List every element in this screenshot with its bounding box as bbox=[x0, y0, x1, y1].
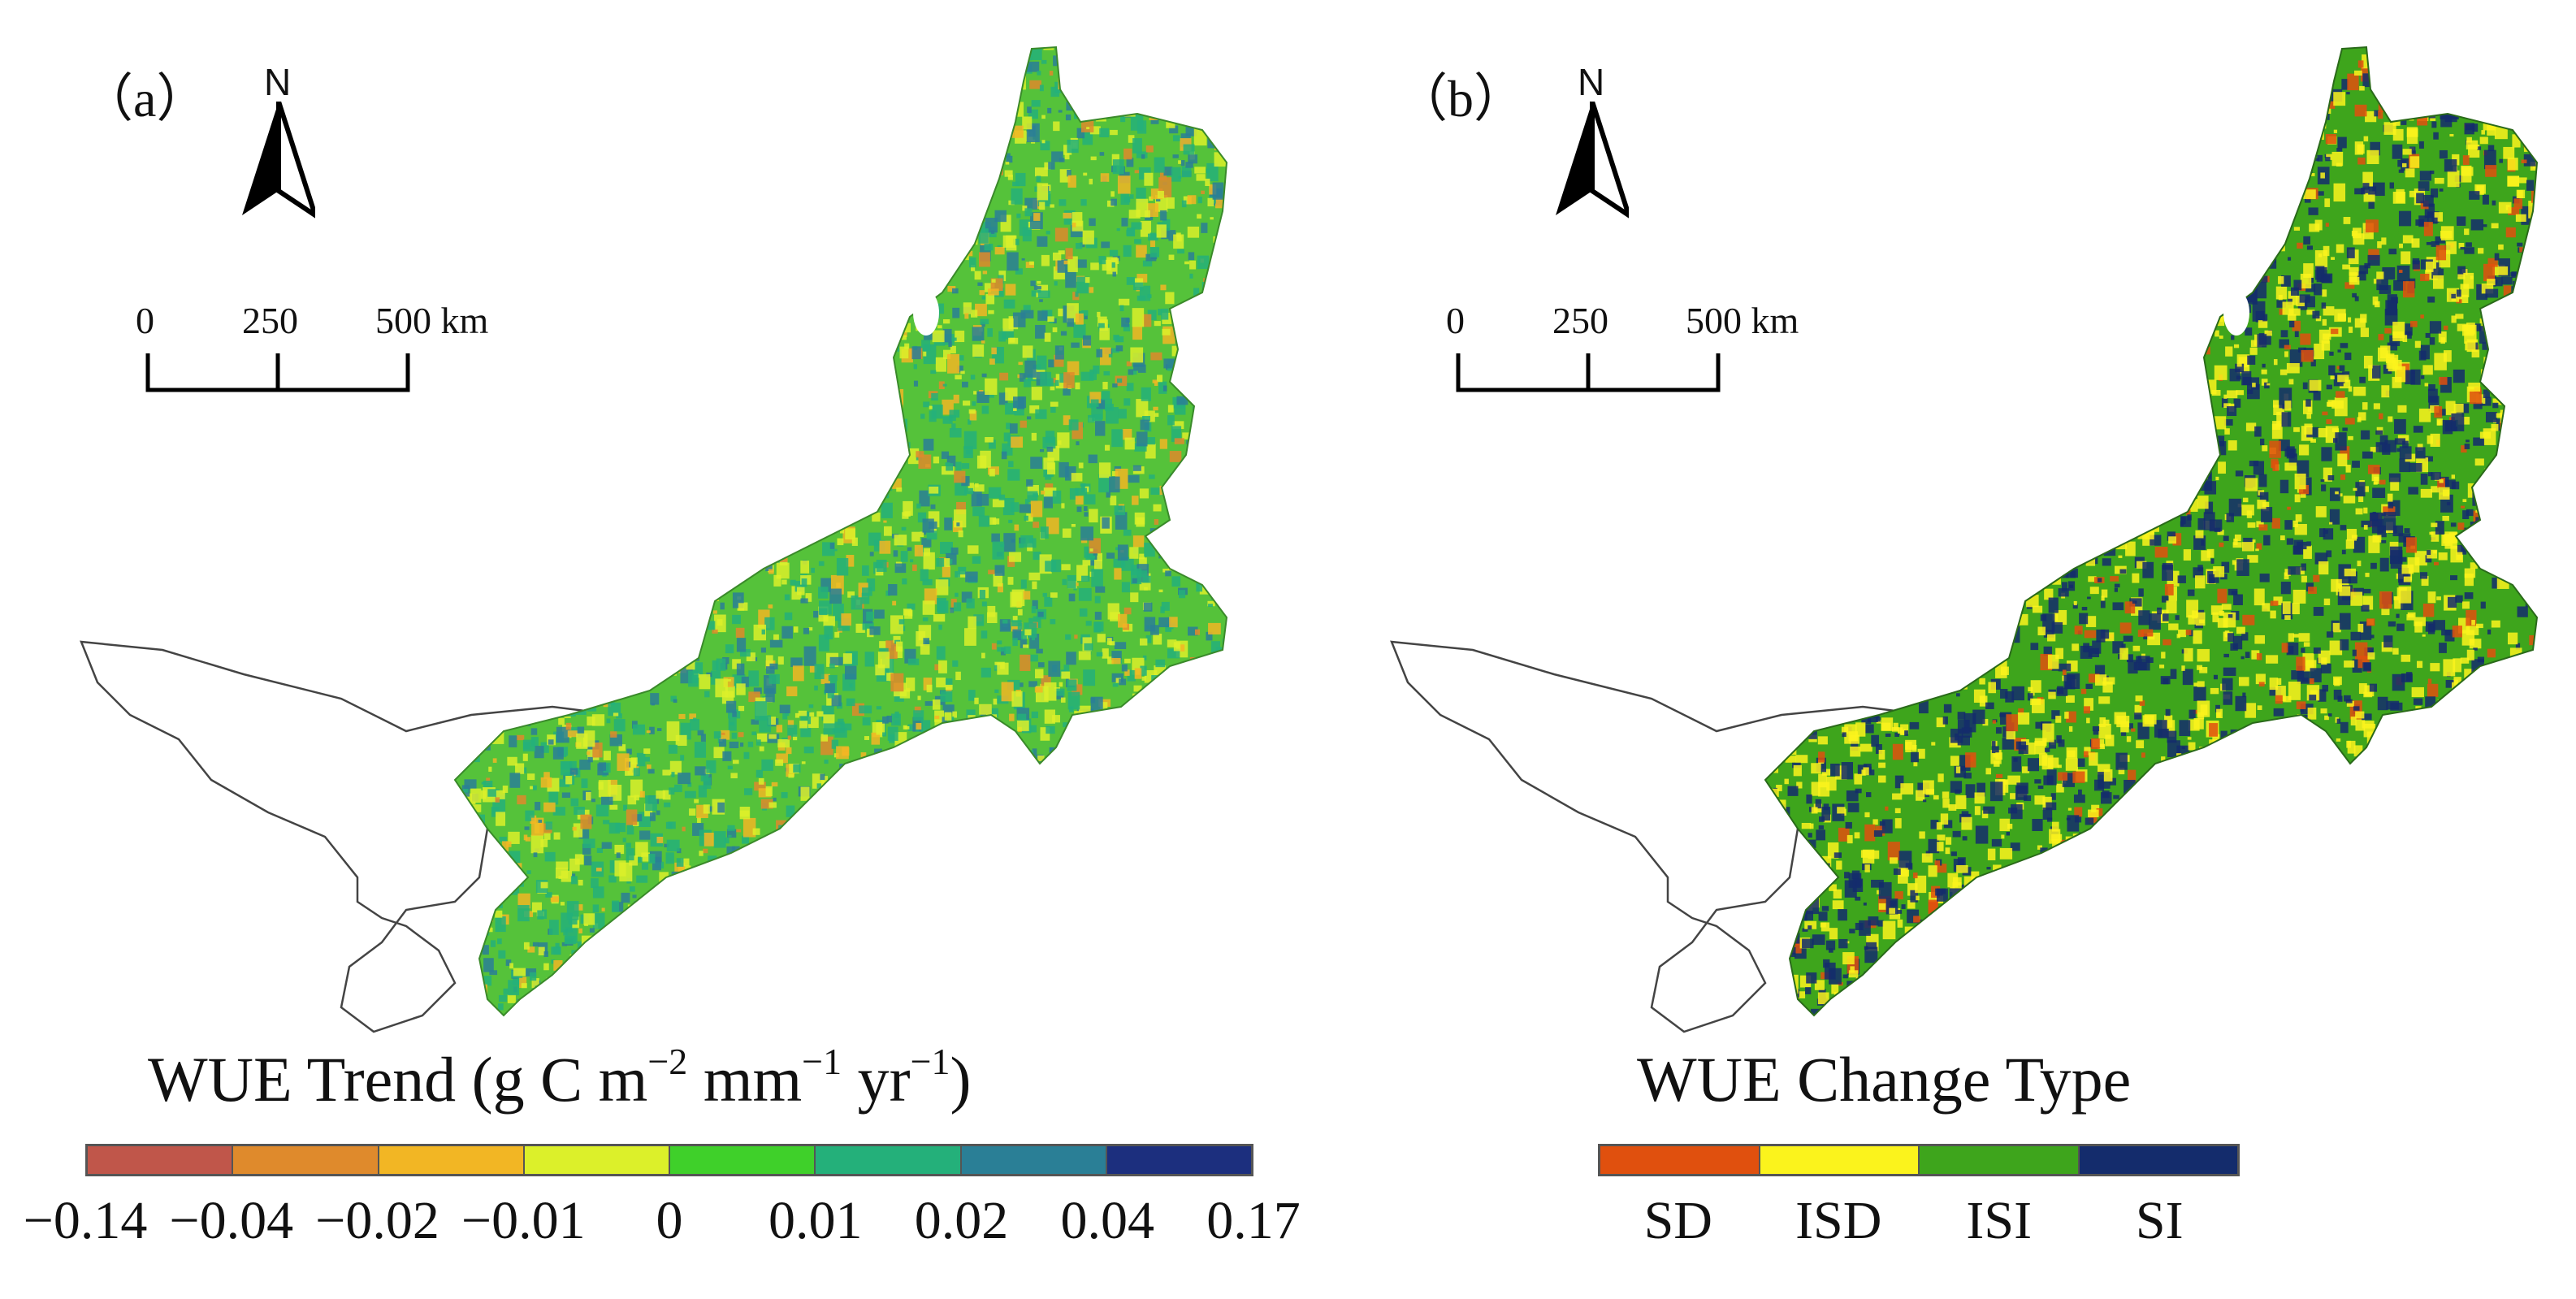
colorbar-b-swatch-1 bbox=[1760, 1146, 1920, 1174]
panel-a-label: （a） bbox=[81, 70, 209, 128]
colorbar-a bbox=[85, 1144, 1253, 1176]
north-arrow-icon bbox=[1556, 102, 1629, 219]
panel-b-label: （b） bbox=[1396, 70, 1526, 128]
north-letter-b: N bbox=[1578, 61, 1605, 103]
colorbar-a-tick-label: 0 bbox=[656, 1191, 683, 1250]
colorbar-a-tick-label: −0.04 bbox=[169, 1191, 294, 1250]
colorbar-a-tick-label: 0.17 bbox=[1206, 1191, 1301, 1250]
colorbar-a-tick-label: −0.14 bbox=[23, 1191, 148, 1250]
colorbar-a-swatch-6 bbox=[961, 1146, 1107, 1174]
map-region-a bbox=[455, 47, 1227, 1015]
north-letter-a: N bbox=[264, 61, 292, 103]
scale-label-0: 0 bbox=[136, 300, 154, 341]
colorbar-b-swatch-3 bbox=[2079, 1146, 2237, 1174]
colorbar-b-swatch-0 bbox=[1600, 1146, 1760, 1174]
colorbar-a-tick-label: 0.04 bbox=[1060, 1191, 1155, 1250]
colorbar-b-swatch-2 bbox=[1920, 1146, 2080, 1174]
colorbar-a-swatch-7 bbox=[1106, 1146, 1251, 1174]
scale-label-250: 250 bbox=[242, 300, 298, 341]
colorbar-a-swatch-2 bbox=[379, 1146, 525, 1174]
colorbar-b-category-label: ISI bbox=[1966, 1191, 2033, 1250]
colorbar-b-category-label: ISD bbox=[1795, 1191, 1882, 1250]
colorbar-a-swatch-4 bbox=[670, 1146, 816, 1174]
colorbar-b bbox=[1598, 1144, 2240, 1176]
colorbar-a-swatch-5 bbox=[816, 1146, 962, 1174]
colorbar-a-swatch-0 bbox=[88, 1146, 234, 1174]
scale-bar bbox=[145, 353, 410, 392]
map-panel-a bbox=[80, 45, 1228, 1033]
colorbar-b-category-label: SD bbox=[1643, 1191, 1712, 1250]
western-outline-a bbox=[80, 640, 621, 1033]
north-arrow-icon bbox=[242, 102, 315, 219]
legend-title-b: WUE Change Type bbox=[1637, 1044, 2132, 1115]
map-panel-b bbox=[1390, 45, 2539, 1033]
colorbar-a-tick-label: −0.02 bbox=[315, 1191, 439, 1250]
scale-label-500: 500 km bbox=[1686, 300, 1799, 341]
colorbar-a-swatch-3 bbox=[524, 1146, 670, 1174]
legend-title-a: WUE Trend (g C m−2 mm−1 yr−1) bbox=[148, 1041, 972, 1115]
scale-label-500: 500 km bbox=[375, 300, 489, 341]
colorbar-b-category-label: SI bbox=[2135, 1191, 2184, 1250]
scale-label-0: 0 bbox=[1446, 300, 1465, 341]
map-region-b bbox=[1765, 47, 2537, 1015]
colorbar-a-tick-label: 0.02 bbox=[914, 1191, 1009, 1250]
scale-bar bbox=[1456, 353, 1721, 392]
colorbar-a-swatch-1 bbox=[233, 1146, 379, 1174]
colorbar-a-tick-label: 0.01 bbox=[768, 1191, 863, 1250]
colorbar-a-tick-label: −0.01 bbox=[461, 1191, 586, 1250]
western-outline-b bbox=[1390, 640, 1931, 1033]
scale-label-250: 250 bbox=[1552, 300, 1608, 341]
